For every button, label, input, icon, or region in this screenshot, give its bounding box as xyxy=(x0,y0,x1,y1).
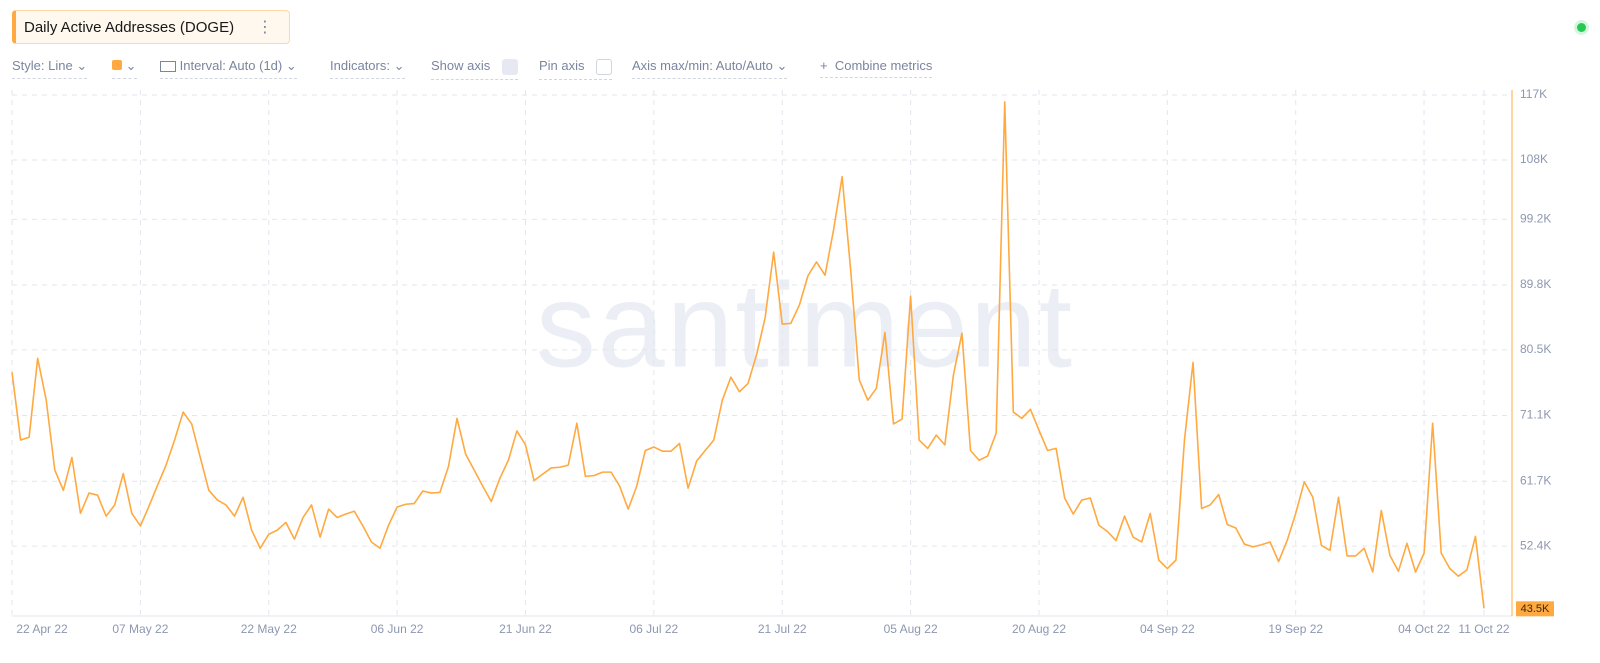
label: Show axis xyxy=(431,58,491,73)
label: Indicators: xyxy=(330,58,390,73)
x-tick-label: 04 Sep 22 xyxy=(1140,622,1195,636)
menu-icon[interactable]: ⋮ xyxy=(257,19,273,36)
x-tick-label: 19 Sep 22 xyxy=(1268,622,1323,636)
y-tick-label: 52.4K xyxy=(1520,538,1551,552)
status-dot xyxy=(1577,23,1586,32)
x-tick-label: 21 Jul 22 xyxy=(758,622,807,636)
label: Combine metrics xyxy=(834,58,933,73)
indicators-select[interactable]: Indicators: ⌄ xyxy=(330,58,405,79)
pin-axis-toggle[interactable]: Pin axis xyxy=(539,58,613,80)
checkbox xyxy=(596,58,613,75)
y-tick-label: 108K xyxy=(1520,152,1548,166)
metric-title-box[interactable]: Daily Active Addresses (DOGE) ⋮ xyxy=(12,10,290,44)
label: Axis max/min: Auto/Auto xyxy=(632,58,773,73)
show-axis-toggle[interactable]: Show axis xyxy=(431,58,518,80)
x-tick-label: 06 Jun 22 xyxy=(371,622,424,636)
style-select[interactable]: Style: Line ⌄ xyxy=(12,58,88,79)
y-tick-label: 61.7K xyxy=(1520,473,1551,487)
x-tick-label: 22 May 22 xyxy=(241,622,297,636)
y-tick-label: 71.1K xyxy=(1520,408,1551,422)
y-tick-label: 89.8K xyxy=(1520,277,1551,291)
ruler-icon xyxy=(160,61,176,73)
x-tick-label: 04 Oct 22 xyxy=(1398,622,1450,636)
metric-title: Daily Active Addresses (DOGE) xyxy=(24,18,235,36)
x-tick-label: 11 Oct 22 xyxy=(1458,622,1509,636)
x-tick-label: 22 Apr 22 xyxy=(16,622,68,636)
axis-range-select[interactable]: Axis max/min: Auto/Auto ⌄ xyxy=(632,58,788,79)
combine-metrics[interactable]: + Combine metrics xyxy=(820,58,933,78)
y-tick-label: 80.5K xyxy=(1520,342,1551,356)
checkbox-checked xyxy=(501,58,518,75)
data-line xyxy=(11,101,1485,609)
y-tick-label: 117K xyxy=(1520,87,1547,101)
color-select[interactable]: ⌄ xyxy=(112,58,137,79)
current-value-box xyxy=(1516,601,1554,617)
watermark: santiment xyxy=(536,259,1074,393)
x-tick-label: 20 Aug 22 xyxy=(1012,622,1066,636)
x-tick-label: 21 Jun 22 xyxy=(499,622,552,636)
x-tick-label: 05 Aug 22 xyxy=(884,622,938,636)
label: Pin axis xyxy=(539,58,585,73)
label: Interval: Auto (1d) xyxy=(179,58,283,73)
x-tick-label: 07 May 22 xyxy=(112,622,168,636)
label: Style: Line xyxy=(12,58,73,73)
x-tick-label: 06 Jul 22 xyxy=(630,622,679,636)
color-swatch xyxy=(112,60,122,70)
current-value-label: 43.5K xyxy=(1521,603,1550,615)
y-tick-label: 99.2K xyxy=(1520,211,1551,225)
interval-select[interactable]: Interval: Auto (1d) ⌄ xyxy=(160,58,297,79)
